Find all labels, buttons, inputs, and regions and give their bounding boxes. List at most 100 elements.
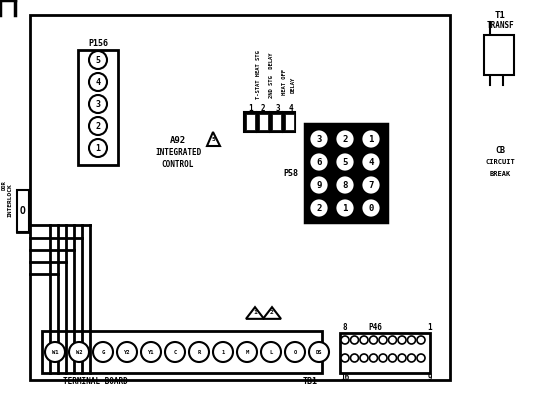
Bar	[283, 112, 295, 132]
Text: 7: 7	[368, 181, 374, 190]
Bar	[270, 112, 282, 132]
Text: TRANSF: TRANSF	[486, 21, 514, 30]
Text: W2: W2	[76, 350, 82, 354]
Bar	[484, 35, 514, 75]
Text: INTEGRATED: INTEGRATED	[155, 147, 201, 156]
Bar	[17, 190, 29, 232]
Circle shape	[93, 342, 113, 362]
Text: 2: 2	[261, 103, 265, 113]
Bar	[305, 124, 387, 222]
Text: T-STAT HEAT STG: T-STAT HEAT STG	[255, 51, 260, 100]
Circle shape	[335, 152, 355, 172]
Circle shape	[69, 342, 89, 362]
Circle shape	[408, 354, 416, 362]
Circle shape	[335, 175, 355, 195]
Circle shape	[388, 336, 397, 344]
Bar	[259, 114, 268, 130]
Circle shape	[417, 336, 425, 344]
Circle shape	[237, 342, 257, 362]
Circle shape	[370, 354, 377, 362]
Circle shape	[89, 139, 107, 157]
Circle shape	[89, 117, 107, 135]
Circle shape	[360, 336, 368, 344]
Circle shape	[398, 354, 406, 362]
Text: BREAK: BREAK	[489, 171, 511, 177]
Bar	[78, 50, 118, 165]
Circle shape	[417, 354, 425, 362]
Circle shape	[341, 354, 349, 362]
Bar	[244, 112, 256, 132]
Circle shape	[141, 342, 161, 362]
Circle shape	[213, 342, 233, 362]
Text: 6: 6	[316, 158, 322, 167]
Bar	[257, 112, 269, 132]
Text: L: L	[269, 350, 273, 354]
Bar	[30, 15, 450, 380]
Text: P156: P156	[88, 38, 108, 47]
Circle shape	[261, 342, 281, 362]
Text: 1: 1	[253, 310, 257, 316]
Text: P58: P58	[284, 169, 299, 177]
Text: 1: 1	[342, 203, 348, 213]
Text: 1: 1	[95, 143, 100, 152]
Circle shape	[309, 129, 329, 149]
Circle shape	[361, 129, 381, 149]
Bar	[271, 114, 280, 130]
Circle shape	[89, 73, 107, 91]
Text: DELAY: DELAY	[290, 77, 295, 93]
Text: 8: 8	[343, 324, 347, 333]
Text: 9: 9	[316, 181, 322, 190]
Circle shape	[379, 336, 387, 344]
Text: 1: 1	[368, 135, 374, 143]
Circle shape	[370, 336, 377, 344]
Text: Y1: Y1	[148, 350, 154, 354]
Text: 2ND STG  DELAY: 2ND STG DELAY	[269, 52, 274, 98]
Circle shape	[335, 129, 355, 149]
Text: 0: 0	[368, 203, 374, 213]
Text: Y2: Y2	[124, 350, 130, 354]
Circle shape	[361, 198, 381, 218]
Text: CONTROL: CONTROL	[162, 160, 194, 169]
Text: 4: 4	[289, 103, 293, 113]
Text: 2: 2	[95, 122, 100, 130]
Text: CIRCUIT: CIRCUIT	[485, 159, 515, 165]
Circle shape	[189, 342, 209, 362]
Circle shape	[89, 51, 107, 69]
Text: 3: 3	[276, 103, 280, 113]
Text: 5: 5	[95, 56, 100, 64]
Text: 1: 1	[249, 103, 253, 113]
Text: 2: 2	[316, 203, 322, 213]
Text: 2: 2	[342, 135, 348, 143]
Text: 3: 3	[316, 135, 322, 143]
Circle shape	[117, 342, 137, 362]
Text: O: O	[294, 350, 296, 354]
Bar	[340, 333, 430, 373]
Circle shape	[379, 354, 387, 362]
Text: G: G	[101, 350, 105, 354]
Circle shape	[285, 342, 305, 362]
Text: 4: 4	[95, 77, 100, 87]
Text: 3: 3	[95, 100, 100, 109]
Text: O: O	[20, 206, 26, 216]
Bar	[285, 114, 294, 130]
Circle shape	[360, 354, 368, 362]
Text: 16: 16	[340, 372, 350, 382]
Circle shape	[351, 336, 358, 344]
Text: 5: 5	[342, 158, 348, 167]
Circle shape	[341, 336, 349, 344]
Circle shape	[398, 336, 406, 344]
Text: INTERLOCK: INTERLOCK	[8, 183, 13, 217]
Bar	[42, 331, 322, 373]
Text: 4: 4	[368, 158, 374, 167]
Text: 9: 9	[428, 372, 432, 382]
Text: DOR: DOR	[2, 180, 7, 190]
Text: DS: DS	[316, 350, 322, 354]
Text: R: R	[197, 350, 201, 354]
Bar	[245, 114, 254, 130]
Circle shape	[309, 152, 329, 172]
Text: 2: 2	[270, 310, 274, 316]
Text: M: M	[245, 350, 249, 354]
Circle shape	[89, 95, 107, 113]
Circle shape	[408, 336, 416, 344]
Text: HEAT OFF: HEAT OFF	[281, 69, 286, 95]
